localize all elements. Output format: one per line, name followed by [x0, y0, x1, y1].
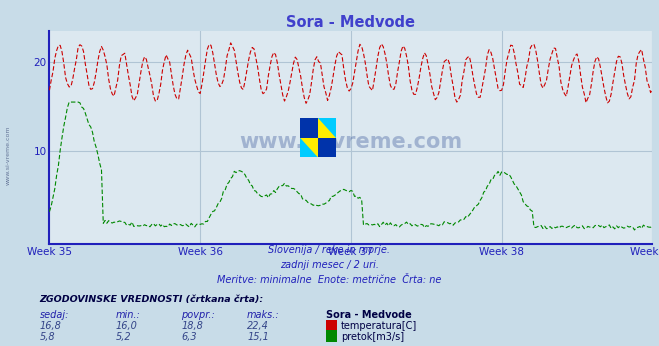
Text: 16,0: 16,0 [115, 321, 137, 331]
Text: Sora - Medvode: Sora - Medvode [326, 310, 412, 320]
Text: 5,8: 5,8 [40, 332, 55, 342]
Text: zadnji mesec / 2 uri.: zadnji mesec / 2 uri. [280, 260, 379, 270]
Text: www.si-vreme.com: www.si-vreme.com [5, 126, 11, 185]
Text: Slovenija / reke in morje.: Slovenija / reke in morje. [268, 245, 391, 255]
Text: maks.:: maks.: [247, 310, 280, 320]
Text: pretok[m3/s]: pretok[m3/s] [341, 332, 404, 342]
Polygon shape [318, 118, 336, 137]
Text: 18,8: 18,8 [181, 321, 203, 331]
Text: povpr.:: povpr.: [181, 310, 215, 320]
Text: ZGODOVINSKE VREDNOSTI (črtkana črta):: ZGODOVINSKE VREDNOSTI (črtkana črta): [40, 295, 264, 304]
Text: temperatura[C]: temperatura[C] [341, 321, 417, 331]
Text: 6,3: 6,3 [181, 332, 197, 342]
Text: www.si-vreme.com: www.si-vreme.com [239, 132, 463, 152]
Text: 15,1: 15,1 [247, 332, 269, 342]
Text: 16,8: 16,8 [40, 321, 61, 331]
Polygon shape [300, 118, 336, 157]
Text: min.:: min.: [115, 310, 140, 320]
Text: Meritve: minimalne  Enote: metrične  Črta: ne: Meritve: minimalne Enote: metrične Črta:… [217, 275, 442, 285]
Polygon shape [300, 137, 318, 157]
Text: sedaj:: sedaj: [40, 310, 69, 320]
Text: 5,2: 5,2 [115, 332, 131, 342]
Text: 22,4: 22,4 [247, 321, 269, 331]
Title: Sora - Medvode: Sora - Medvode [287, 15, 415, 30]
